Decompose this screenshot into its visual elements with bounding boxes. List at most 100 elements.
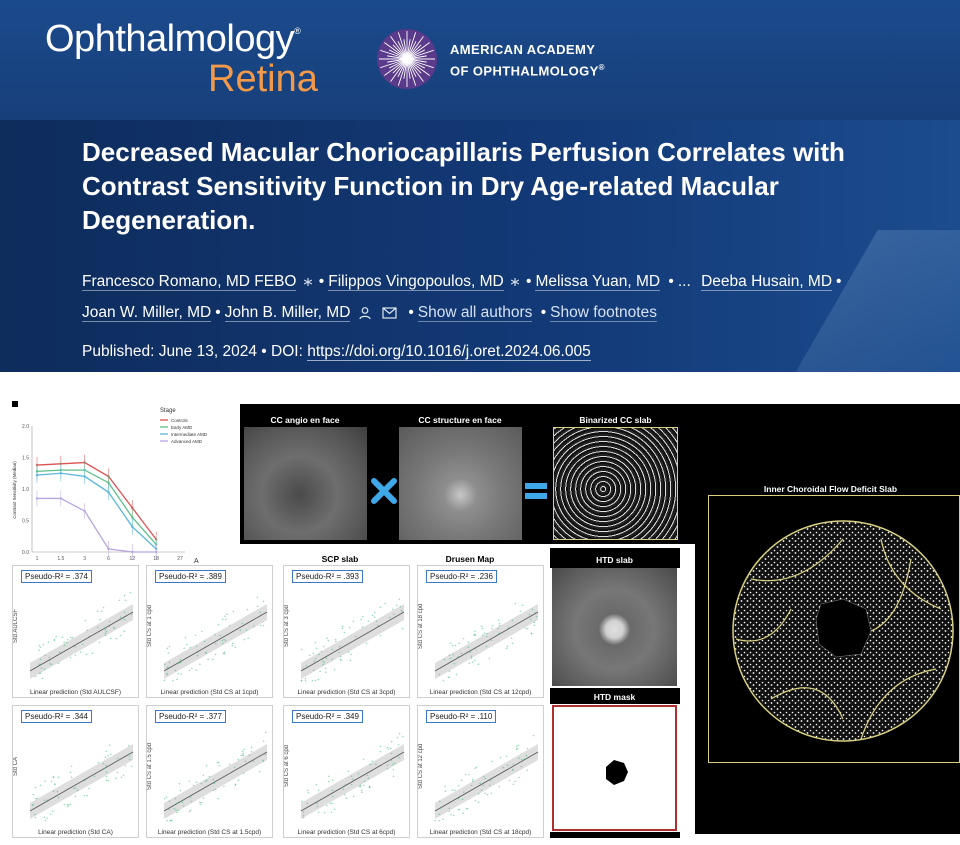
scatter-point: + <box>104 631 107 636</box>
pseudo-r2-label: Pseudo-R² = .349 <box>292 710 363 723</box>
scatter-point: + <box>322 662 325 667</box>
scatter-point: + <box>379 744 382 749</box>
scatter-point: + <box>442 678 445 683</box>
scatter-point: + <box>178 808 181 813</box>
author-link[interactable]: Filippos Vingopoulos, MD <box>328 273 504 291</box>
author-link[interactable]: Joan W. Miller, MD <box>82 304 212 322</box>
academy-logo-text[interactable]: AMERICAN ACADEMY OF OPHTHALMOLOGY® <box>450 42 605 79</box>
scatter-point: + <box>482 626 485 631</box>
scatter-point: + <box>46 815 49 820</box>
scatter-point: + <box>166 665 169 670</box>
scatter-point: + <box>68 803 71 808</box>
scatter-point: + <box>498 631 501 636</box>
scatter-point: + <box>315 782 318 787</box>
scatter-point: + <box>453 812 456 817</box>
fit-line <box>434 611 539 672</box>
scatter-point: + <box>107 753 110 758</box>
journal-logo-retina[interactable]: Retina <box>208 58 318 100</box>
scatter-point: + <box>315 678 318 683</box>
scatter-point: + <box>127 751 130 756</box>
scatter-point: + <box>194 632 197 637</box>
scatter-point: + <box>462 810 465 815</box>
series-line <box>36 469 157 545</box>
scatter-point: + <box>166 818 169 823</box>
scatter-point: + <box>393 761 396 766</box>
scatter-point: + <box>498 618 501 623</box>
scatter-point: + <box>239 628 242 633</box>
scatter-point: + <box>465 772 468 777</box>
scatter-point: + <box>474 765 477 770</box>
scatter-point: + <box>490 637 493 642</box>
scatter-point: + <box>49 661 52 666</box>
binarized-cc-image <box>553 427 678 540</box>
scatter-ylabel: Std CS at 6 cpd <box>284 744 290 788</box>
scatter-point: + <box>347 769 350 774</box>
scatter-point: + <box>55 634 58 639</box>
scatter-point: + <box>471 782 474 787</box>
scatter-point: + <box>223 637 226 642</box>
scatter-point: + <box>434 818 437 823</box>
scatter-point: + <box>169 818 172 823</box>
scatter-point: + <box>196 653 199 658</box>
legend-item: Advanced AMD <box>171 439 203 444</box>
scatter-point: + <box>325 655 328 660</box>
scatter-point: + <box>474 658 477 663</box>
scatter-point: + <box>57 775 60 780</box>
scatter-point: + <box>67 637 70 642</box>
person-icon[interactable] <box>358 306 372 320</box>
scatter-point: + <box>392 774 395 779</box>
scatter-point: + <box>351 782 354 787</box>
scatter-point: + <box>180 672 183 677</box>
scatter-point: + <box>166 672 169 677</box>
scatter-point: + <box>438 672 441 677</box>
scatter-ylabel: Std CS at 1 cpd <box>147 604 153 648</box>
scatter-point: + <box>461 778 464 783</box>
scatter-point: + <box>516 744 519 749</box>
scatter-point: + <box>470 653 473 658</box>
scatter-point: + <box>319 669 322 674</box>
scatter-point: + <box>396 602 399 607</box>
scatter-point: + <box>479 780 482 785</box>
scatter-plot: ++++++++++++++++++++++++++++++++++++++++… <box>163 730 267 823</box>
y-tick-label: 0.0 <box>22 550 29 556</box>
scatter-point: + <box>69 802 72 807</box>
series-point <box>107 481 110 484</box>
scatter-point: + <box>448 808 451 813</box>
scatter-point: + <box>44 667 47 672</box>
scatter-point: + <box>451 788 454 793</box>
scatter-point: + <box>335 637 338 642</box>
scatter-point: + <box>115 636 118 641</box>
author-link[interactable]: Deeba Husain, MD <box>701 273 833 291</box>
scatter-point: + <box>354 633 357 638</box>
journal-logo-ophthalmology[interactable]: Ophthalmology® <box>45 18 301 60</box>
scatter-point: + <box>475 764 478 769</box>
scatter-point: + <box>316 646 319 651</box>
author-link[interactable]: John B. Miller, MD <box>224 304 351 322</box>
scatter-point: + <box>105 749 108 754</box>
mail-icon[interactable] <box>382 307 397 319</box>
scatter-point: + <box>458 796 461 801</box>
scatter-point: + <box>467 639 470 644</box>
scatter-point: + <box>325 669 328 674</box>
author-link[interactable]: Melissa Yuan, MD <box>535 273 661 291</box>
scatter-point: + <box>48 655 51 660</box>
scatter-point: + <box>53 638 56 643</box>
scatter-point: + <box>222 640 225 645</box>
scatter-point: + <box>499 755 502 760</box>
scatter-point: + <box>199 799 202 804</box>
show-all-authors-link[interactable]: Show all authors <box>417 304 533 322</box>
scatter-point: + <box>182 803 185 808</box>
doi-link[interactable]: https://doi.org/10.1016/j.oret.2024.06.0… <box>307 343 591 361</box>
scatter-point: + <box>84 778 87 783</box>
scatter-point: + <box>326 803 329 808</box>
author-link[interactable]: Francesco Romano, MD FEBO <box>82 273 297 291</box>
show-footnotes-link[interactable]: Show footnotes <box>550 304 657 322</box>
pseudo-r2-label: Pseudo-R² = .374 <box>21 570 92 583</box>
y-tick-label: 2.0 <box>22 424 29 430</box>
scatter-point: + <box>250 749 253 754</box>
scatter-point: + <box>511 635 514 640</box>
scatter-point: + <box>242 750 245 755</box>
scatter-point: + <box>88 633 91 638</box>
scatter-point: + <box>262 759 265 764</box>
scatter-point: + <box>341 626 344 631</box>
